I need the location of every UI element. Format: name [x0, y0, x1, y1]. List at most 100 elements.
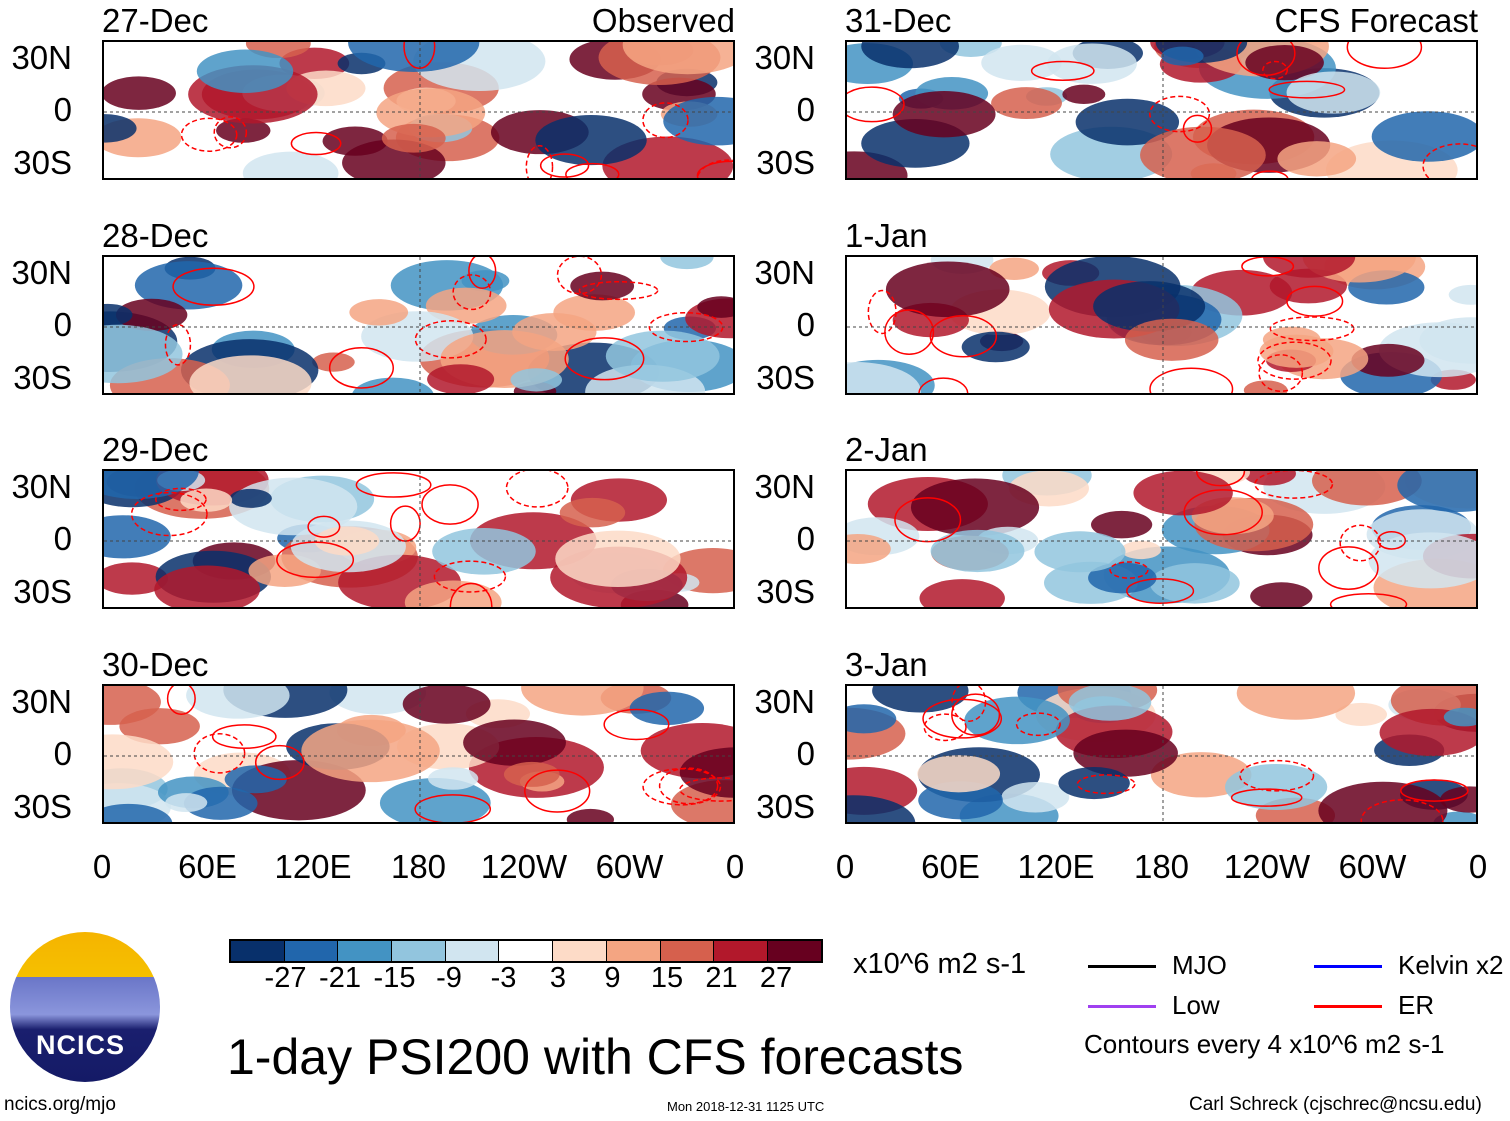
- panel-header: CFS Forecast: [1274, 2, 1478, 39]
- anomaly-blob: [521, 686, 644, 716]
- er-contour: [1239, 759, 1315, 792]
- panel-title: 1-Jan: [845, 217, 928, 254]
- y-tick-label: 0: [53, 306, 72, 343]
- panel-title: 29-Dec: [102, 431, 209, 468]
- x-tick-label: 60E: [921, 848, 980, 885]
- er-contour: [1346, 42, 1423, 69]
- er-contour: [505, 471, 569, 508]
- colorbar-label: 27: [759, 962, 793, 994]
- er-contour: [923, 713, 967, 742]
- x-tick-label: 60W: [1338, 848, 1407, 885]
- anomaly-blob: [119, 708, 200, 745]
- panel-header: Observed: [591, 2, 735, 39]
- map-panel: [845, 684, 1478, 824]
- colorbar-swatch: [392, 941, 446, 961]
- anomaly-blob: [847, 795, 916, 822]
- er-contour: [564, 337, 645, 381]
- anomaly-blob: [1091, 510, 1153, 539]
- y-tick-label: 0: [796, 520, 815, 557]
- colorbar-swatch: [231, 941, 285, 961]
- y-tick-label: 30N: [754, 468, 815, 505]
- er-contour: [929, 314, 998, 358]
- anomaly-blob: [512, 313, 597, 351]
- anomaly-blob: [1259, 334, 1334, 368]
- er-contour: [578, 280, 659, 301]
- colorbar-swatch: [284, 941, 339, 961]
- panel-title: 27-Dec: [102, 2, 209, 39]
- anomaly-blob: [1236, 686, 1356, 720]
- er-contour: [951, 686, 987, 722]
- map-panel: [102, 40, 735, 180]
- anomaly-blob: [1149, 563, 1240, 604]
- anomaly-blob: [1001, 782, 1070, 813]
- x-tick-label: 180: [1133, 848, 1190, 885]
- er-contour: [166, 686, 196, 715]
- colorbar-swatch: [338, 941, 393, 961]
- er-contour: [172, 267, 255, 306]
- er-contour: [867, 289, 897, 335]
- er-contour: [1030, 60, 1095, 82]
- y-tick-label: 30N: [754, 683, 815, 720]
- anomaly-blob: [892, 91, 996, 138]
- anomaly-blob: [930, 529, 1025, 573]
- anomaly-blob: [104, 76, 176, 110]
- anomaly-blob: [622, 42, 733, 75]
- anomaly-blob: [872, 686, 969, 713]
- er-contour: [193, 733, 246, 774]
- anomaly-blob: [1351, 343, 1425, 377]
- anomaly-blob: [1419, 317, 1476, 364]
- anomaly-blob: [104, 303, 133, 326]
- er-contour: [155, 487, 207, 512]
- colorbar-swatch: [660, 941, 715, 961]
- panel-title: 3-Jan: [845, 646, 928, 683]
- y-tick-label: 0: [53, 520, 72, 557]
- anomaly-blob: [1124, 318, 1219, 361]
- anomaly-blob: [428, 767, 479, 790]
- er-contour: [130, 491, 208, 537]
- colorbar-swatch: [499, 941, 554, 961]
- anomaly-blob: [989, 257, 1039, 280]
- x-tick-label: 0: [725, 848, 745, 885]
- x-tick-label: 60W: [595, 848, 664, 885]
- anomaly-blob: [1312, 471, 1422, 506]
- colorbar-swatch: [445, 941, 500, 961]
- legend-line: [1314, 965, 1382, 968]
- x-tick-label: 180: [390, 848, 447, 885]
- er-contour: [679, 777, 733, 802]
- legend-label: Low: [1172, 990, 1220, 1020]
- er-contour: [1318, 546, 1379, 590]
- anomaly-blob: [605, 330, 720, 382]
- map-panel: [845, 469, 1478, 609]
- er-contour: [1329, 592, 1408, 607]
- y-tick-label: 0: [796, 306, 815, 343]
- er-contour: [1251, 170, 1289, 178]
- anomaly-blob: [1243, 380, 1288, 393]
- x-tick-label: 0: [835, 848, 855, 885]
- anomaly-blob: [847, 534, 891, 564]
- logo-text: NCICS: [36, 1030, 126, 1060]
- anomaly-blob: [629, 691, 705, 726]
- er-contour: [164, 323, 192, 366]
- anomaly-blob: [1245, 44, 1324, 81]
- anomaly-blob: [115, 298, 188, 331]
- y-tick-label: 30S: [13, 144, 72, 181]
- er-contour: [1195, 471, 1246, 487]
- anomaly-blob: [183, 786, 258, 820]
- anomaly-blob: [919, 579, 1005, 607]
- anomaly-blob: [134, 261, 243, 310]
- er-contour: [1262, 60, 1288, 80]
- colorbar-label: 15: [650, 962, 684, 994]
- er-contour: [1360, 799, 1444, 822]
- anomaly-blob: [427, 364, 495, 393]
- colorbar-label: -15: [373, 962, 416, 994]
- er-contour: [1286, 285, 1344, 317]
- anomaly-blob: [381, 123, 446, 153]
- anomaly-blob: [918, 781, 1003, 820]
- y-tick-label: 30S: [756, 788, 815, 825]
- anomaly-blob: [1058, 766, 1130, 800]
- er-contour: [1236, 42, 1296, 76]
- anomaly-blob: [301, 719, 440, 783]
- er-contour: [307, 515, 341, 538]
- panel-title: 2-Jan: [845, 431, 928, 468]
